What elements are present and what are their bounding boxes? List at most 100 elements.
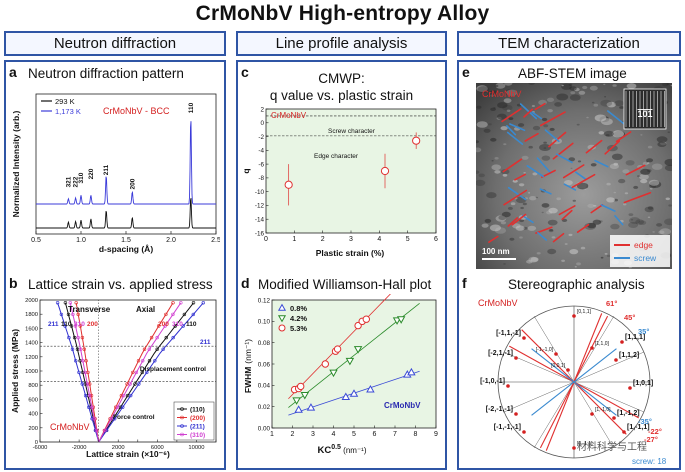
stem-texture-blob bbox=[556, 197, 561, 201]
data-point-d-4.2pct bbox=[353, 346, 363, 354]
x-tick-label-a: 1.5 bbox=[121, 237, 131, 244]
x-tick-label-b: -6000 bbox=[33, 445, 48, 451]
y-tick-label-c: -14 bbox=[255, 217, 265, 224]
pole-label: [0,-1,1] bbox=[577, 441, 593, 447]
data-point-b bbox=[122, 393, 126, 398]
data-point-d-4.2pct bbox=[329, 369, 338, 378]
stem-texture-blob bbox=[611, 153, 623, 160]
pole-label: [-1,1,-1] bbox=[496, 330, 521, 337]
main-title: CrMoNbV High-entropy Alloy bbox=[195, 2, 490, 25]
x-tick-label-a: 0.5 bbox=[31, 237, 41, 244]
stem-texture-blob bbox=[500, 169, 510, 175]
stem-texture-blob bbox=[527, 225, 537, 231]
stem-texture-blob bbox=[564, 180, 573, 186]
stem-texture-blob bbox=[612, 130, 624, 138]
stem-texture-blob bbox=[520, 206, 524, 210]
screw-dislocation-line bbox=[539, 188, 552, 195]
label-screw-character: Screw character bbox=[328, 128, 376, 135]
stem-texture-blob bbox=[666, 83, 670, 85]
stem-texture-blob bbox=[613, 191, 617, 194]
data-point-b bbox=[136, 359, 141, 363]
x-tick-label-d: 4 bbox=[332, 431, 336, 438]
stem-texture-blob bbox=[518, 123, 525, 127]
stem-texture-blob bbox=[528, 256, 538, 263]
pole-label: [-2,1,-1] bbox=[488, 350, 513, 357]
stem-texture-blob bbox=[633, 185, 639, 189]
screw-dislocation-line bbox=[607, 110, 627, 127]
stem-texture-blob bbox=[529, 196, 537, 201]
y-axis-label-b: Applied stress (MPa) bbox=[10, 329, 20, 413]
stem-texture-blob bbox=[646, 158, 654, 163]
top-label-transverse-200: 200 bbox=[87, 321, 98, 328]
stem-texture-blob bbox=[476, 121, 488, 128]
x-tick-label-c: 2 bbox=[321, 236, 325, 243]
stem-texture-blob bbox=[605, 134, 610, 137]
x-axis-label-a: d-spacing (Å) bbox=[99, 244, 153, 254]
stem-texture-blob bbox=[568, 83, 573, 86]
legend-screw: screw bbox=[634, 253, 657, 263]
data-point-b bbox=[63, 301, 68, 305]
y-tick-label-d: 0.02 bbox=[258, 404, 271, 411]
data-point-b bbox=[94, 428, 99, 433]
pole-marker bbox=[572, 314, 576, 318]
edge-dislocation-line bbox=[576, 223, 590, 233]
stem-texture-blob bbox=[644, 206, 654, 213]
pole-label: [-1,-1,-1] bbox=[494, 424, 521, 431]
y-tick-label-b: 200 bbox=[28, 426, 38, 432]
stem-texture-blob bbox=[618, 178, 626, 184]
stem-texture-blob bbox=[547, 109, 553, 113]
stem-texture-blob bbox=[490, 94, 495, 97]
data-point-b bbox=[128, 382, 132, 386]
stem-texture-blob bbox=[664, 218, 672, 226]
series-211-transverse-line bbox=[57, 302, 100, 443]
x-tick-label-d: 8 bbox=[414, 431, 418, 438]
screw-dislocation-line bbox=[537, 231, 548, 241]
stem-texture-blob bbox=[546, 97, 555, 102]
legend-label-d: 0.8% bbox=[290, 304, 307, 313]
data-point-b bbox=[157, 324, 161, 328]
data-point-b bbox=[76, 335, 80, 340]
stem-texture-blob bbox=[531, 105, 535, 107]
stem-image: 101 CrMoNbV 100 nm edge screw bbox=[476, 83, 672, 269]
screw-dislocation-line bbox=[507, 186, 527, 201]
data-point-b bbox=[55, 301, 60, 305]
screw-dislocation-line bbox=[506, 125, 517, 136]
x-tick-label-d: 9 bbox=[434, 431, 438, 438]
stem-texture-blob bbox=[625, 160, 635, 166]
stem-texture-blob bbox=[523, 172, 526, 174]
label-axial: Axial bbox=[136, 305, 155, 314]
data-point-b bbox=[69, 324, 74, 328]
label-transverse: Transverse bbox=[68, 305, 111, 314]
data-point-b bbox=[147, 359, 152, 363]
edge-dislocation-line bbox=[523, 108, 534, 118]
edge-dislocation-line bbox=[571, 173, 596, 189]
data-point-b bbox=[80, 382, 85, 386]
edge-dislocation-line bbox=[541, 169, 556, 178]
pole-label: [1,1,1] bbox=[625, 334, 645, 341]
screw-dislocation-line bbox=[563, 183, 577, 191]
data-point-b bbox=[155, 347, 159, 351]
stem-texture-blob bbox=[652, 231, 655, 233]
stem-texture-blob bbox=[601, 118, 613, 126]
data-point-b bbox=[83, 393, 88, 398]
stem-texture-blob bbox=[490, 90, 497, 94]
data-point-b bbox=[80, 335, 85, 340]
peak-label-211: 211 bbox=[103, 164, 110, 175]
stem-texture-blob bbox=[592, 219, 602, 225]
stem-texture-blob bbox=[561, 259, 565, 262]
pole-marker bbox=[628, 386, 632, 390]
x-axis-label-b: Lattice strain (×10⁻⁶) bbox=[86, 449, 170, 459]
stem-texture-blob bbox=[522, 202, 527, 206]
stem-texture-blob bbox=[548, 207, 558, 214]
stem-texture-blob bbox=[476, 140, 479, 144]
stem-texture-blob bbox=[640, 168, 651, 175]
stem-texture-blob bbox=[568, 233, 573, 237]
stem-texture-blob bbox=[649, 184, 657, 189]
stem-texture-blob bbox=[600, 99, 612, 107]
pole-marker bbox=[514, 412, 518, 416]
data-point-b bbox=[78, 347, 83, 351]
x-tick-label-c: 3 bbox=[349, 236, 353, 243]
stem-texture-blob bbox=[569, 249, 579, 255]
y-tick-label-d: 0.10 bbox=[258, 319, 271, 326]
legend-293k: 293 K bbox=[55, 97, 75, 106]
